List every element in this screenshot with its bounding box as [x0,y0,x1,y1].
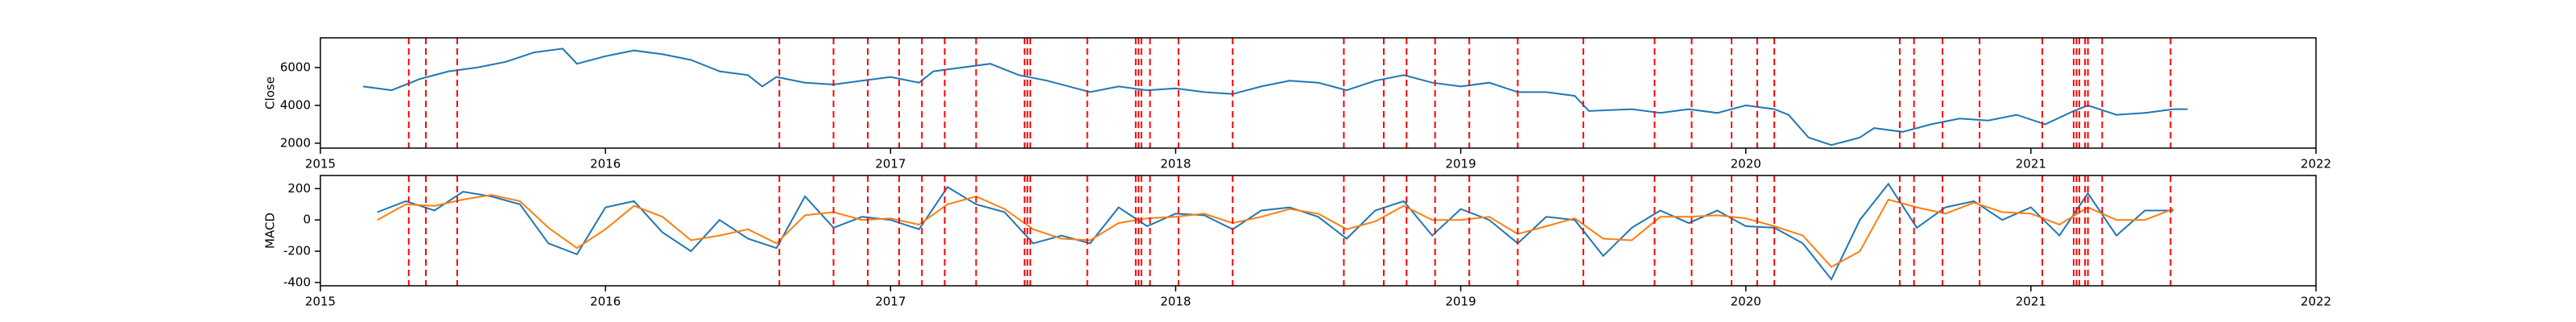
y-axis-label: Close [263,76,278,109]
y-tick-label: 0 [303,213,311,227]
data-line [377,194,2174,268]
x-tick-label: 2020 [1731,295,1761,309]
x-tick-label: 2019 [1445,157,1476,171]
x-tick-label: 2017 [875,295,906,309]
x-tick-label: 2019 [1445,295,1476,309]
x-tick-label: 2020 [1731,157,1761,171]
x-tick-label: 2022 [2301,157,2331,171]
x-tick-label: 2021 [2016,157,2046,171]
y-tick-label: 4000 [280,97,311,112]
axes: 2000 4000 6000 2015 2016 2017 2018 2019 2020 2021… [263,37,2331,171]
y-tick-label: -400 [283,275,311,289]
x-tick-label: 2015 [305,157,336,171]
x-tick-label: 2018 [1160,295,1191,309]
data-line [362,47,2188,147]
y-tick-label: 2000 [280,135,311,150]
x-tick-label: 2022 [2301,295,2331,309]
x-tick-label: 2016 [590,295,621,309]
x-tick-label: 2017 [875,157,906,171]
axes-frame [320,175,2317,287]
y-tick-label: -200 [283,244,311,258]
y-axis-label: MACD [263,213,278,249]
y-tick-label: 200 [287,181,311,196]
x-tick-label: 2016 [590,157,621,171]
x-tick-label: 2021 [2016,295,2046,309]
axes-frame [320,37,2317,149]
data-line [377,182,2174,281]
axes: -400 -200 0 200 2015 2016 2017 2018 2019 2020 2021… [263,175,2331,309]
x-tick-label: 2018 [1160,157,1191,171]
x-tick-label: 2015 [305,295,336,309]
y-tick-label: 6000 [280,60,311,74]
